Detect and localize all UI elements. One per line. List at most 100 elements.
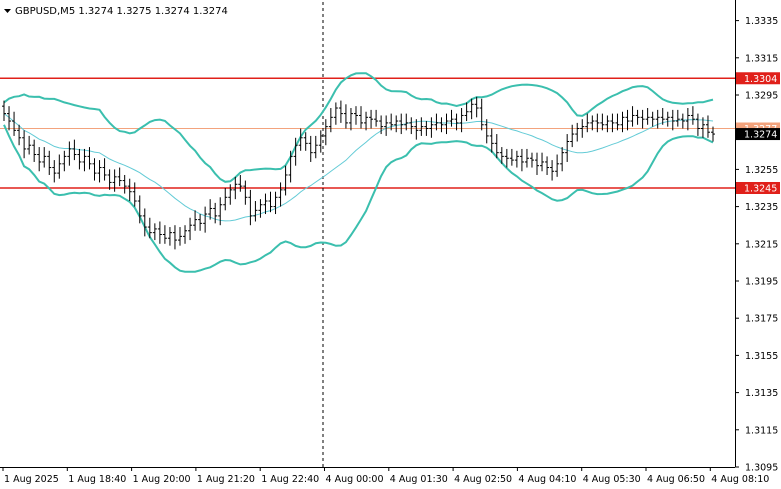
price-tick-label: 1.3175: [745, 314, 778, 325]
price-bar: [359, 106, 364, 129]
price-bar: [384, 115, 389, 136]
level-tag-1.3304-bg: [736, 72, 780, 85]
price-bar: [233, 176, 238, 200]
price-bar: [645, 108, 650, 125]
price-bar: [640, 109, 645, 129]
price-bar: [183, 225, 188, 244]
price-bar: [695, 113, 700, 136]
price-bar: [469, 98, 474, 120]
price-bar: [489, 128, 494, 153]
time-tick-label: 4 Aug 08:10: [711, 474, 769, 485]
price-bar: [258, 199, 263, 218]
chart-header: GBPUSD,M5 1.3274 1.3275 1.3274 1.3274: [4, 6, 228, 17]
price-bar: [328, 108, 333, 133]
price-bar: [394, 115, 399, 133]
price-bar: [223, 188, 228, 211]
price-bar: [700, 117, 705, 138]
price-bar: [268, 191, 273, 213]
price-bar: [353, 106, 358, 125]
price-bar: [82, 148, 87, 172]
price-bar: [484, 119, 489, 144]
price-bar: [273, 191, 278, 215]
price-bar: [92, 158, 97, 181]
price-bar: [102, 158, 107, 181]
price-bar: [675, 109, 680, 127]
price-bar: [630, 106, 635, 127]
price-bar: [27, 135, 32, 155]
price-bar: [62, 150, 67, 172]
price-bar: [188, 217, 193, 241]
lower-band-line: [3, 124, 714, 273]
price-bar: [389, 113, 394, 131]
price-bar: [32, 139, 37, 162]
moving-average-line: [3, 113, 714, 222]
time-tick-label: 1 Aug 2025: [4, 474, 59, 485]
price-bar: [253, 201, 258, 222]
price-bar: [580, 119, 585, 138]
price-bar: [459, 108, 464, 133]
level-tag-1.3304: 1.3304: [744, 74, 777, 85]
price-bar: [550, 160, 555, 181]
upper-band-line: [3, 72, 714, 183]
price-bar: [213, 202, 218, 224]
price-bar: [374, 109, 379, 127]
price-bar: [545, 156, 550, 175]
price-bar: [127, 178, 132, 202]
price-bar: [228, 184, 233, 205]
price-bar: [529, 152, 534, 168]
price-bar: [117, 167, 122, 187]
price-tick-label: 1.3315: [745, 53, 778, 64]
price-bar: [449, 109, 454, 127]
price-bar: [313, 135, 318, 159]
price-bar: [107, 169, 112, 190]
time-tick-label: 4 Aug 02:50: [454, 474, 512, 485]
time-axis: 1 Aug 2025 1 Aug 18:40 1 Aug 20:00 1 Aug 21…: [0, 467, 769, 485]
price-bar: [379, 115, 384, 135]
time-tick-label: 4 Aug 00:00: [326, 474, 384, 485]
price-bar: [37, 147, 42, 172]
price-bar: [203, 206, 208, 233]
price-bar: [193, 210, 198, 231]
price-bar: [7, 106, 12, 131]
price-bar: [540, 152, 545, 172]
price-tick-label: 1.3295: [745, 91, 778, 102]
price-bar: [177, 227, 182, 246]
price-bar: [680, 113, 685, 129]
price-tick-label: 1.3235: [745, 202, 778, 213]
price-bar: [690, 106, 695, 125]
price-bar: [87, 147, 92, 170]
level-tag-1.3245: 1.3245: [744, 184, 777, 195]
price-bar: [238, 174, 243, 192]
price-bar: [409, 117, 414, 135]
price-bar: [52, 160, 57, 183]
price-bar: [137, 195, 142, 224]
time-tick-label: 4 Aug 06:50: [647, 474, 705, 485]
price-bar: [685, 108, 690, 131]
price-bar: [555, 154, 560, 177]
price-bar: [17, 124, 22, 146]
triangle-down-icon[interactable]: [4, 9, 11, 13]
price-bar: [665, 111, 670, 127]
price-bar: [439, 117, 444, 133]
price-bar: [424, 121, 429, 136]
price-bar: [172, 225, 177, 250]
price-bar: [434, 113, 439, 131]
price-bar: [293, 137, 298, 166]
price-bar: [157, 221, 162, 244]
price-bar: [504, 148, 509, 168]
price-bar: [660, 108, 665, 125]
price-bar: [248, 189, 253, 226]
price-bar: [283, 165, 288, 196]
price-bar: [263, 193, 268, 215]
time-tick-label: 4 Aug 04:10: [518, 474, 576, 485]
price-bar: [2, 100, 6, 122]
price-bar: [499, 147, 504, 164]
price-bar: [243, 180, 248, 205]
time-tick-label: 1 Aug 20:00: [133, 474, 191, 485]
price-bar: [590, 115, 595, 131]
price-bar: [514, 150, 519, 168]
price-bar: [77, 148, 82, 170]
price-bar: [620, 111, 625, 133]
